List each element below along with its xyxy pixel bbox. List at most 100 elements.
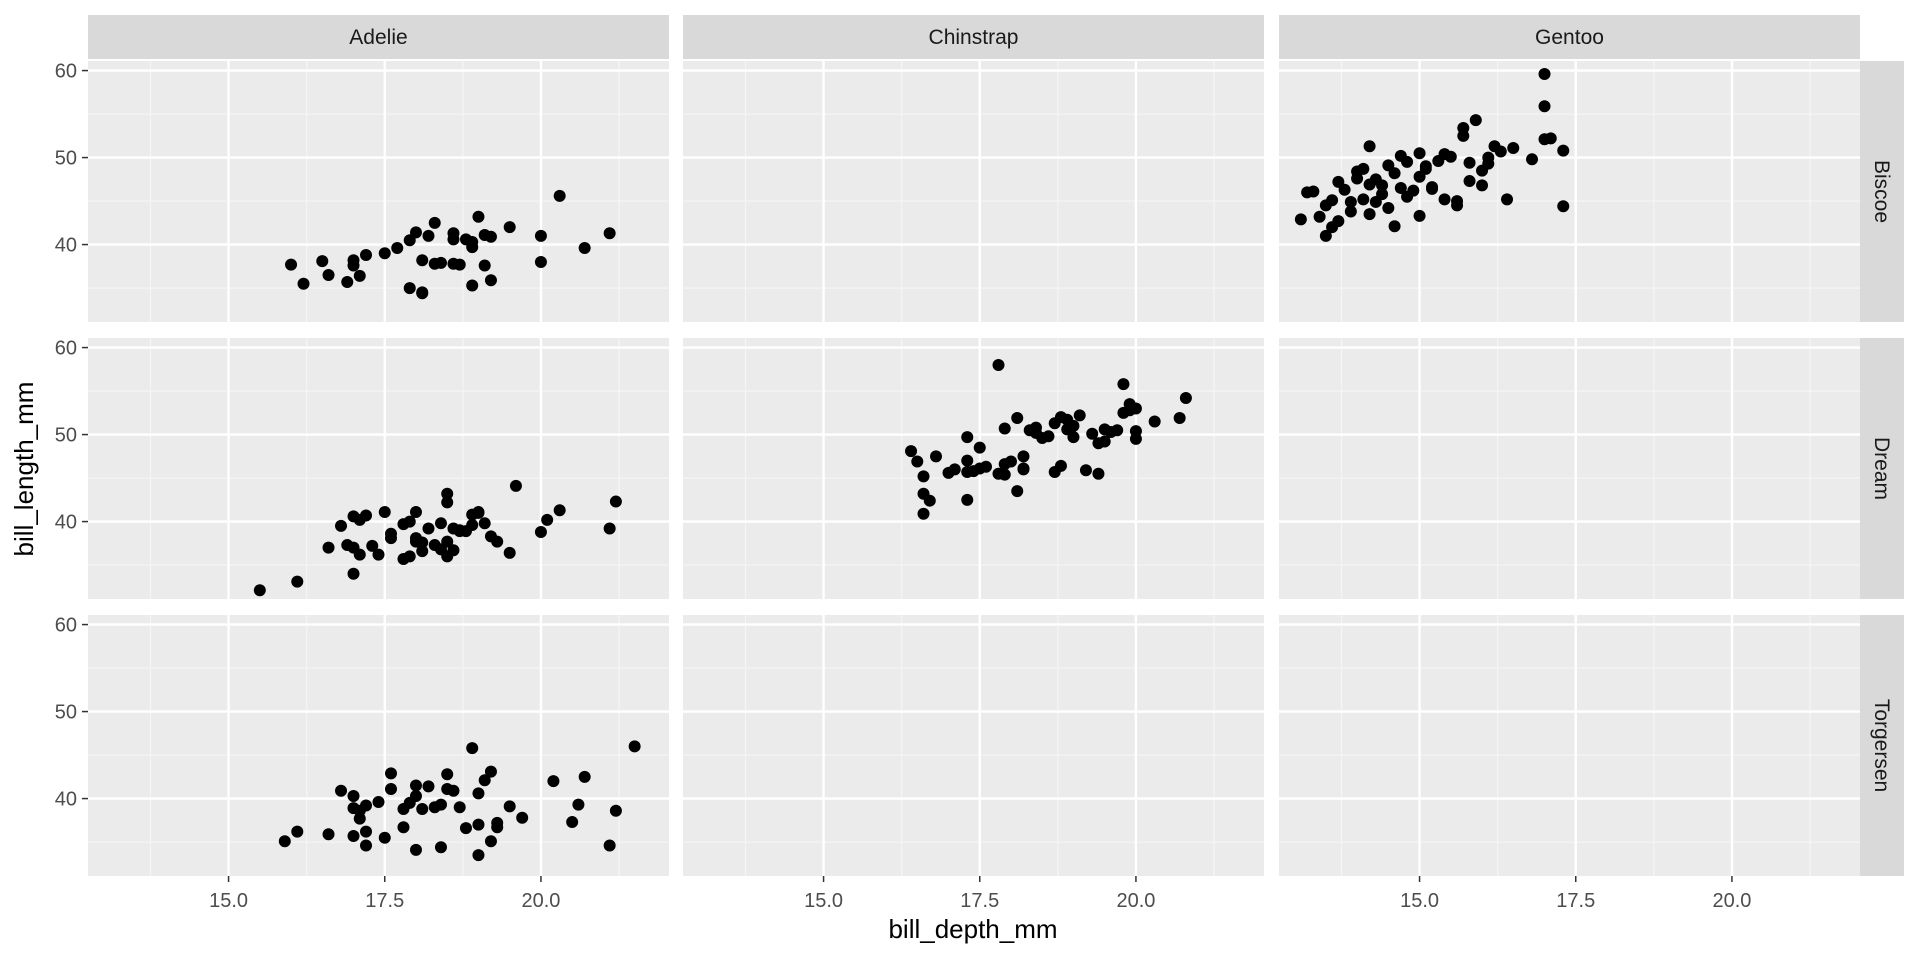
data-point: [534, 255, 547, 268]
data-point: [917, 470, 930, 483]
data-point: [1017, 450, 1030, 463]
data-point: [503, 800, 516, 813]
data-point: [1388, 167, 1401, 180]
data-point: [1357, 162, 1370, 175]
panel-background: [1279, 615, 1860, 876]
data-point: [360, 825, 373, 838]
panel-gentoo-dream: [1279, 338, 1860, 599]
data-point: [322, 269, 335, 282]
data-point: [316, 255, 329, 268]
data-point: [1394, 182, 1407, 195]
data-point: [948, 463, 961, 476]
data-point: [472, 818, 485, 831]
data-point: [1179, 392, 1192, 405]
data-point: [278, 835, 291, 848]
data-point: [1048, 465, 1061, 478]
strip-label: Gentoo: [1535, 26, 1604, 49]
x-tick-label: 20.0: [1116, 890, 1155, 912]
data-point: [1413, 209, 1426, 222]
strip-label: Adelie: [349, 26, 407, 49]
data-point: [409, 779, 422, 792]
data-point: [1061, 413, 1074, 426]
data-point: [409, 843, 422, 856]
data-point: [416, 803, 429, 816]
data-point: [1476, 179, 1489, 192]
data-point: [1073, 409, 1086, 422]
panel-background: [88, 61, 669, 322]
data-point: [484, 230, 497, 243]
data-point: [628, 740, 641, 753]
panel-background: [683, 61, 1264, 322]
data-point: [1129, 402, 1142, 415]
data-point: [566, 816, 579, 829]
data-point: [1401, 190, 1414, 203]
panel-adelie-dream: [88, 338, 669, 599]
data-point: [403, 282, 416, 295]
data-point: [422, 229, 435, 242]
data-point: [1079, 464, 1092, 477]
data-point: [1011, 485, 1024, 498]
data-point: [603, 839, 616, 852]
data-point: [441, 550, 454, 563]
data-point: [1092, 467, 1105, 480]
x-tick-label: 15.0: [1400, 890, 1439, 912]
data-point: [409, 226, 422, 239]
data-point: [1419, 160, 1432, 173]
data-point: [291, 825, 304, 838]
strip-label: Chinstrap: [929, 26, 1019, 49]
y-tick-label: 60: [55, 615, 77, 637]
strip-label: Dream: [1870, 437, 1893, 500]
data-point: [347, 789, 360, 802]
data-point: [1338, 183, 1351, 196]
data-point: [1382, 202, 1395, 215]
data-point: [1476, 164, 1489, 177]
panel-adelie-biscoe: [88, 61, 669, 322]
data-point: [1326, 221, 1339, 234]
row-strip-torgersen: Torgersen: [1860, 615, 1904, 876]
data-point: [391, 242, 404, 255]
data-point: [353, 269, 366, 282]
data-point: [478, 517, 491, 530]
data-point: [491, 535, 504, 548]
strip-background: [1860, 61, 1904, 322]
data-point: [1557, 200, 1570, 213]
data-point: [472, 849, 485, 862]
data-point: [409, 789, 422, 802]
data-point: [466, 241, 479, 254]
data-point: [1501, 193, 1514, 206]
data-point: [434, 841, 447, 854]
data-point: [1017, 462, 1030, 475]
data-point: [472, 210, 485, 223]
data-point: [1538, 100, 1551, 113]
data-point: [472, 787, 485, 800]
data-point: [422, 522, 435, 535]
facet-panels: [88, 61, 1860, 876]
row-strip-biscoe: Biscoe: [1860, 61, 1904, 322]
data-point: [484, 274, 497, 287]
x-tick-label: 17.5: [1556, 890, 1595, 912]
data-point: [1413, 147, 1426, 160]
data-point: [478, 259, 491, 272]
panel-background: [1279, 338, 1860, 599]
data-point: [1326, 194, 1339, 207]
data-point: [961, 454, 974, 467]
data-point: [335, 519, 348, 532]
data-point: [453, 801, 466, 814]
y-tick-label: 60: [55, 61, 77, 83]
data-point: [992, 358, 1005, 371]
data-point: [360, 509, 373, 522]
data-point: [416, 545, 429, 558]
data-point: [360, 249, 373, 262]
data-point: [534, 229, 547, 242]
row-strip-dream: Dream: [1860, 338, 1904, 599]
x-tick-label: 15.0: [804, 890, 843, 912]
panel-adelie-torgersen: [88, 615, 669, 876]
data-point: [534, 526, 547, 539]
panel-background: [1279, 61, 1860, 322]
data-point: [1538, 68, 1551, 81]
data-point: [923, 494, 936, 507]
data-point: [466, 519, 479, 532]
panel-chinstrap-dream: [683, 338, 1264, 599]
data-point: [360, 839, 373, 852]
data-point: [1463, 175, 1476, 188]
